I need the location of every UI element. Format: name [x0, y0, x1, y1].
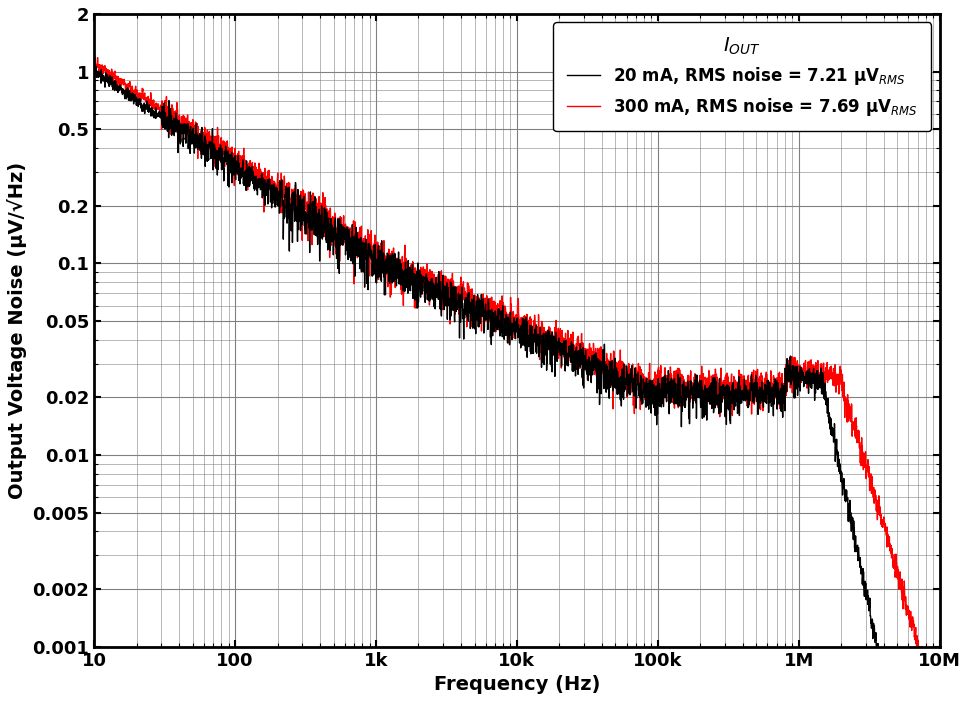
20 mA, RMS noise = 7.21 μV$_{RMS}$: [90, 62, 102, 71]
300 mA, RMS noise = 7.69 μV$_{RMS}$: [411, 294, 423, 302]
20 mA, RMS noise = 7.21 μV$_{RMS}$: [784, 371, 796, 379]
Line: 300 mA, RMS noise = 7.69 μV$_{RMS}$: 300 mA, RMS noise = 7.69 μV$_{RMS}$: [94, 57, 940, 701]
20 mA, RMS noise = 7.21 μV$_{RMS}$: [638, 384, 650, 393]
300 mA, RMS noise = 7.69 μV$_{RMS}$: [719, 378, 731, 386]
300 mA, RMS noise = 7.69 μV$_{RMS}$: [784, 367, 796, 376]
20 mA, RMS noise = 7.21 μV$_{RMS}$: [242, 168, 254, 176]
300 mA, RMS noise = 7.69 μV$_{RMS}$: [595, 366, 607, 374]
20 mA, RMS noise = 7.21 μV$_{RMS}$: [595, 383, 607, 392]
X-axis label: Frequency (Hz): Frequency (Hz): [434, 675, 600, 694]
300 mA, RMS noise = 7.69 μV$_{RMS}$: [88, 59, 100, 67]
Y-axis label: Output Voltage Noise (μV/√Hz): Output Voltage Noise (μV/√Hz): [7, 162, 27, 499]
20 mA, RMS noise = 7.21 μV$_{RMS}$: [88, 67, 100, 75]
300 mA, RMS noise = 7.69 μV$_{RMS}$: [89, 53, 101, 62]
20 mA, RMS noise = 7.21 μV$_{RMS}$: [411, 286, 423, 294]
300 mA, RMS noise = 7.69 μV$_{RMS}$: [242, 162, 254, 170]
20 mA, RMS noise = 7.21 μV$_{RMS}$: [719, 412, 731, 421]
Line: 20 mA, RMS noise = 7.21 μV$_{RMS}$: 20 mA, RMS noise = 7.21 μV$_{RMS}$: [94, 67, 940, 701]
300 mA, RMS noise = 7.69 μV$_{RMS}$: [638, 383, 650, 391]
Legend: 20 mA, RMS noise = 7.21 μV$_{RMS}$, 300 mA, RMS noise = 7.69 μV$_{RMS}$: 20 mA, RMS noise = 7.21 μV$_{RMS}$, 300 …: [553, 22, 931, 131]
